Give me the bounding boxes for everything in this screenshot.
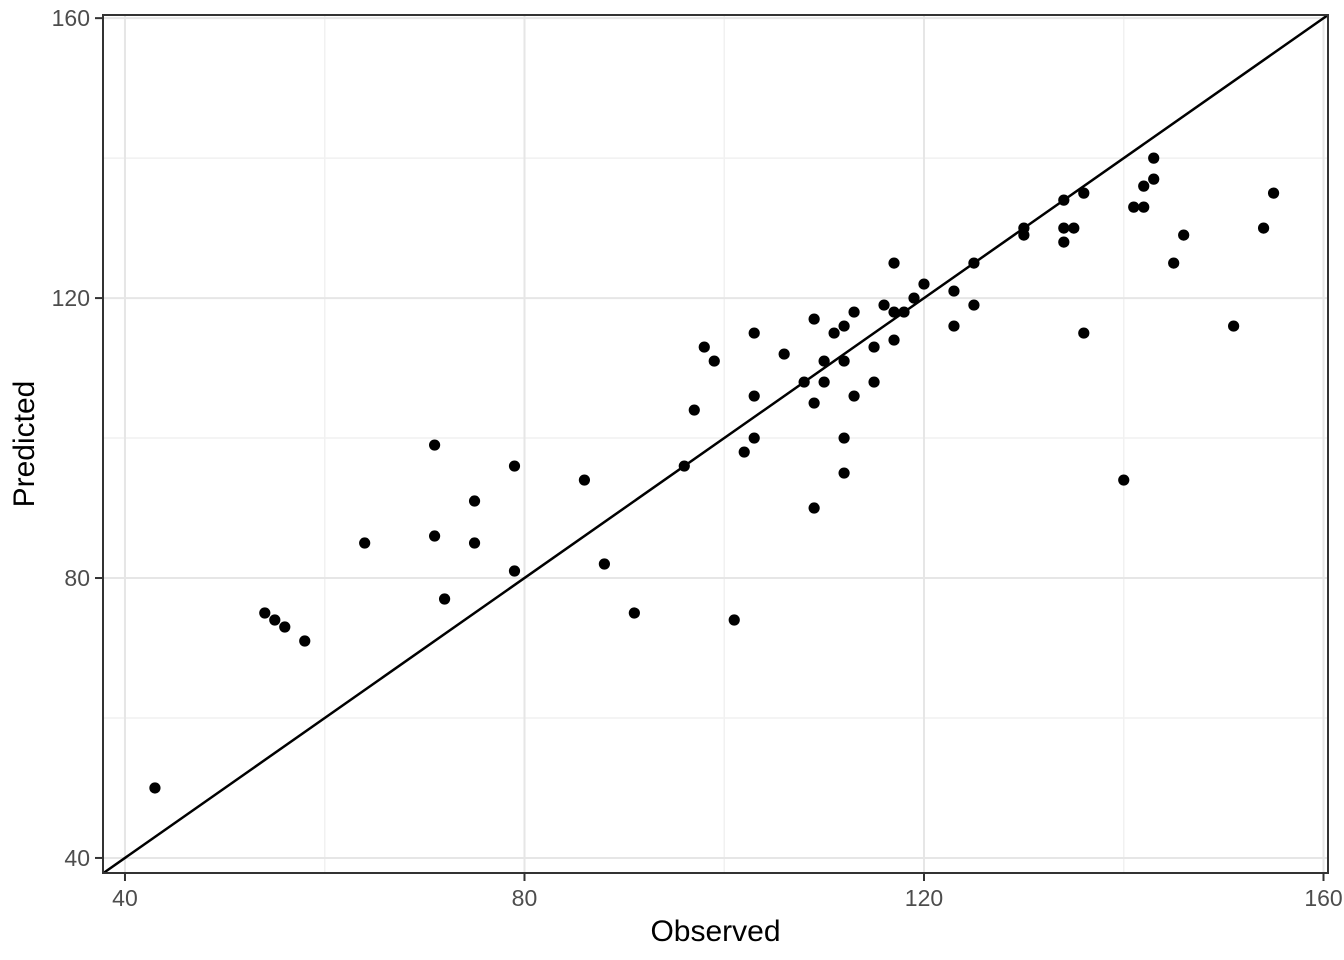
data-point	[888, 306, 900, 318]
data-point	[1138, 201, 1150, 213]
data-point	[428, 530, 441, 542]
data-point	[868, 341, 880, 353]
data-point	[678, 460, 690, 472]
data-point	[688, 404, 700, 416]
data-point	[808, 397, 820, 409]
data-point	[738, 446, 750, 458]
data-point	[149, 782, 161, 794]
data-point	[748, 390, 760, 402]
data-point	[748, 327, 760, 339]
data-point	[1058, 222, 1070, 234]
data-point	[1168, 257, 1180, 269]
x-axis-ticks	[123, 873, 1325, 881]
data-point	[1178, 229, 1190, 241]
data-point	[1257, 222, 1270, 234]
data-point	[578, 474, 591, 486]
data-point	[848, 306, 860, 318]
data-point	[468, 495, 481, 507]
data-point	[908, 292, 920, 304]
data-point	[438, 593, 451, 605]
data-point	[279, 621, 291, 633]
data-point	[878, 299, 890, 311]
y-axis-ticks	[95, 17, 103, 859]
data-point	[808, 313, 820, 325]
x-tick-label: 80	[512, 885, 538, 911]
data-point	[838, 355, 850, 367]
data-point	[1138, 180, 1150, 192]
data-point	[848, 390, 860, 402]
data-point	[508, 565, 521, 577]
data-point	[708, 355, 720, 367]
data-point	[299, 635, 311, 647]
data-point	[888, 334, 900, 346]
data-point	[888, 257, 900, 269]
data-point	[468, 537, 481, 549]
data-point	[968, 257, 980, 269]
data-point	[508, 460, 521, 472]
data-point	[948, 285, 960, 297]
data-point	[269, 614, 281, 626]
data-point	[1228, 320, 1240, 332]
data-point	[1148, 152, 1160, 164]
identity-line	[102, 13, 1329, 875]
y-tick-label: 40	[64, 845, 90, 871]
data-point	[1128, 201, 1140, 213]
data-point	[1068, 222, 1080, 234]
y-axis-tick-labels: 40 80 120 160	[52, 5, 90, 871]
y-axis-title: Predicted	[8, 381, 41, 508]
data-point	[818, 376, 830, 388]
x-axis-title: Observed	[650, 915, 780, 948]
data-point	[428, 439, 441, 451]
data-point	[968, 299, 980, 311]
data-point	[1148, 173, 1160, 185]
data-point	[1078, 327, 1090, 339]
data-point	[798, 376, 810, 388]
data-point	[598, 558, 610, 570]
data-point	[698, 341, 710, 353]
data-point	[1058, 236, 1070, 248]
data-point	[818, 355, 830, 367]
data-point	[808, 502, 820, 514]
data-point	[948, 320, 960, 332]
data-point	[1058, 194, 1070, 206]
data-point	[1267, 187, 1280, 199]
y-tick-label: 160	[52, 5, 90, 31]
data-point	[728, 614, 740, 626]
data-point	[748, 432, 760, 444]
panel-border	[102, 14, 1329, 874]
data-point	[359, 537, 371, 549]
data-point	[868, 376, 880, 388]
data-point	[918, 278, 930, 290]
data-point	[838, 467, 850, 479]
gridlines-major	[103, 15, 1328, 873]
data-points	[149, 152, 1280, 794]
data-point	[628, 607, 640, 619]
data-point	[898, 306, 910, 318]
x-tick-label: 160	[1304, 885, 1342, 911]
x-tick-label: 40	[112, 885, 138, 911]
x-axis-tick-labels: 40 80 120 160	[112, 885, 1343, 911]
data-point	[1018, 222, 1030, 234]
y-tick-label: 80	[64, 565, 90, 591]
data-point	[838, 432, 850, 444]
data-point	[838, 320, 850, 332]
x-tick-label: 120	[905, 885, 943, 911]
data-point	[1118, 474, 1130, 486]
data-point	[778, 348, 790, 360]
data-point	[1078, 187, 1090, 199]
y-tick-label: 120	[52, 285, 90, 311]
data-point	[259, 607, 271, 619]
data-point	[828, 327, 840, 339]
